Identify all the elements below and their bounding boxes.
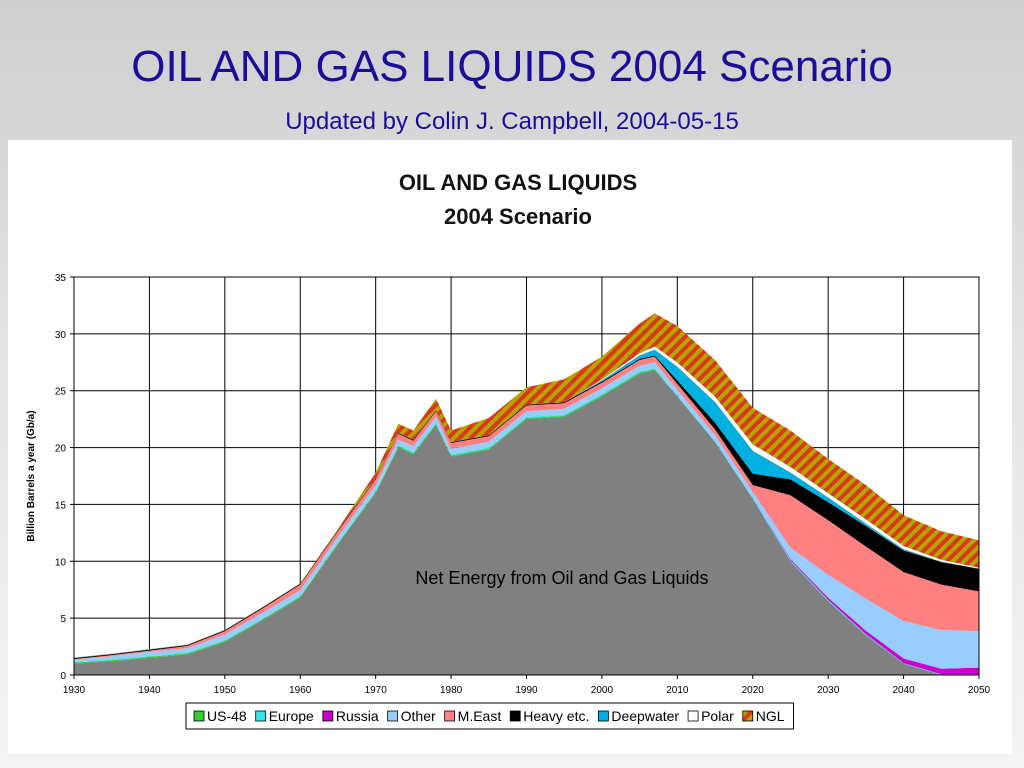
y-tick-label: 35 — [55, 273, 67, 284]
x-tick-label: 2030 — [817, 685, 840, 696]
y-tick-label: 10 — [55, 557, 67, 568]
legend-label: NGL — [756, 708, 785, 724]
legend-label: Other — [401, 708, 436, 724]
x-tick-label: 1970 — [365, 685, 388, 696]
legend-label: Heavy etc. — [523, 708, 589, 724]
legend-label: M.East — [458, 708, 502, 724]
legend-label: Deepwater — [611, 708, 679, 724]
legend-swatch — [444, 710, 456, 722]
chart-title-line-2: 2004 Scenario — [444, 204, 592, 229]
legend-label: US-48 — [207, 708, 247, 724]
y-tick-label: 25 — [55, 387, 67, 398]
chart-panel: OIL AND GAS LIQUIDS 2004 Scenario 1930 19… — [8, 140, 1012, 754]
legend-swatch — [387, 710, 399, 722]
legend-swatch — [255, 710, 267, 722]
y-tick-label: 30 — [55, 330, 67, 341]
y-tick-label: 0 — [60, 671, 66, 682]
net-energy-annotation: Net Energy from Oil and Gas Liquids — [415, 568, 708, 588]
area-series-net-energy — [74, 370, 979, 675]
x-tick-label: 1980 — [440, 685, 463, 696]
legend-label: Europe — [269, 708, 314, 724]
legend-swatch — [193, 710, 205, 722]
slide-subtitle: Updated by Colin J. Campbell, 2004-05-15 — [285, 108, 739, 135]
legend-swatch — [597, 710, 609, 722]
legend-swatch — [687, 710, 699, 722]
slide-title: OIL AND GAS LIQUIDS 2004 Scenario — [131, 42, 893, 91]
legend-swatch — [322, 710, 334, 722]
y-tick-label: 20 — [55, 444, 67, 455]
x-tick-label: 1990 — [515, 685, 538, 696]
x-tick-label: 2000 — [591, 685, 614, 696]
y-tick-label: 5 — [60, 614, 66, 625]
x-tick-label: 2020 — [742, 685, 765, 696]
oil-gas-chart: OIL AND GAS LIQUIDS 2004 Scenario 1930 19… — [26, 170, 991, 730]
legend-swatch — [509, 710, 521, 722]
y-tick-label: 15 — [55, 500, 67, 511]
legend-label: Polar — [701, 708, 734, 724]
area-series-m-east — [74, 356, 979, 660]
x-tick-label: 1940 — [138, 685, 161, 696]
x-tick-label: 1950 — [214, 685, 237, 696]
x-tick-label: 1960 — [289, 685, 312, 696]
chart-title-line-1: OIL AND GAS LIQUIDS — [399, 170, 637, 195]
y-axis-label: Billion Barrels a year (Gb/a) — [26, 410, 37, 541]
legend-label: Russia — [336, 708, 379, 724]
x-tick-label: 1930 — [63, 685, 86, 696]
x-tick-label: 2040 — [892, 685, 915, 696]
area-series-other — [74, 362, 979, 669]
x-tick-label: 2050 — [968, 685, 991, 696]
x-tick-label: 2010 — [666, 685, 689, 696]
legend-swatch — [742, 710, 754, 722]
legend: US-48 Europe Russia Other M.East Heavy etc. De… — [185, 702, 795, 730]
axis-ticks: 1930 1940 1950 1960 1970 1980 1990 2000 2010 2020… — [55, 273, 991, 696]
